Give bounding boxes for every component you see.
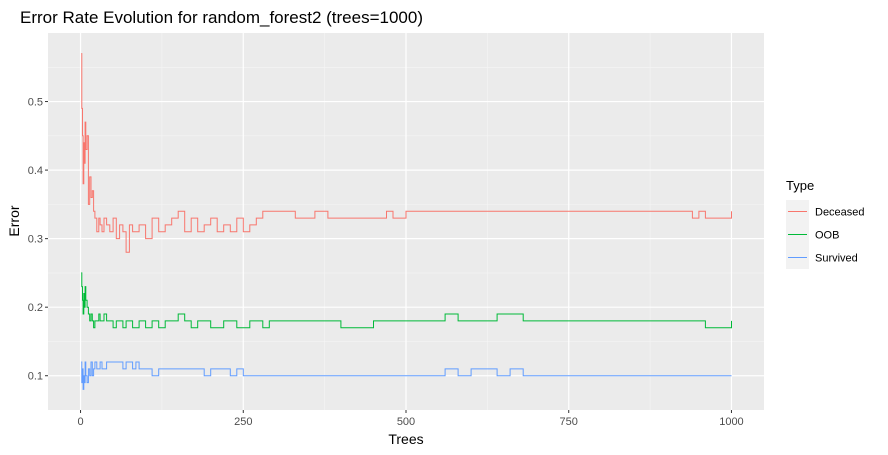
x-axis-title: Trees	[388, 431, 423, 447]
y-tick-label: 0.1	[28, 371, 43, 383]
legend-label-survived: Survived	[815, 253, 858, 265]
series-line-survived	[81, 361, 732, 390]
legend-title: Type	[786, 178, 814, 193]
x-tick-label: 250	[234, 416, 252, 428]
x-tick-label: 750	[560, 416, 578, 428]
legend-label-oob: OOB	[815, 230, 839, 242]
x-tick-label: 1000	[719, 416, 743, 428]
series-line-oob	[81, 272, 732, 329]
y-tick-label: 0.4	[28, 165, 43, 177]
series-line-deceased	[81, 53, 732, 253]
x-axis: 0 250 500 750 1000	[77, 410, 744, 428]
y-tick-label: 0.3	[28, 234, 43, 246]
series-lines	[81, 53, 732, 390]
chart-title: Error Rate Evolution for random_forest2 …	[20, 8, 423, 27]
y-axis-title: Error	[6, 205, 22, 236]
y-tick-label: 0.2	[28, 302, 43, 314]
y-axis: 0.1 0.2 0.3 0.4 0.5	[28, 97, 48, 383]
x-tick-label: 0	[77, 416, 83, 428]
y-tick-label: 0.5	[28, 97, 43, 109]
legend-label-deceased: Deceased	[815, 207, 865, 219]
legend: Type Deceased OOB Survived	[786, 178, 865, 269]
x-tick-label: 500	[397, 416, 415, 428]
